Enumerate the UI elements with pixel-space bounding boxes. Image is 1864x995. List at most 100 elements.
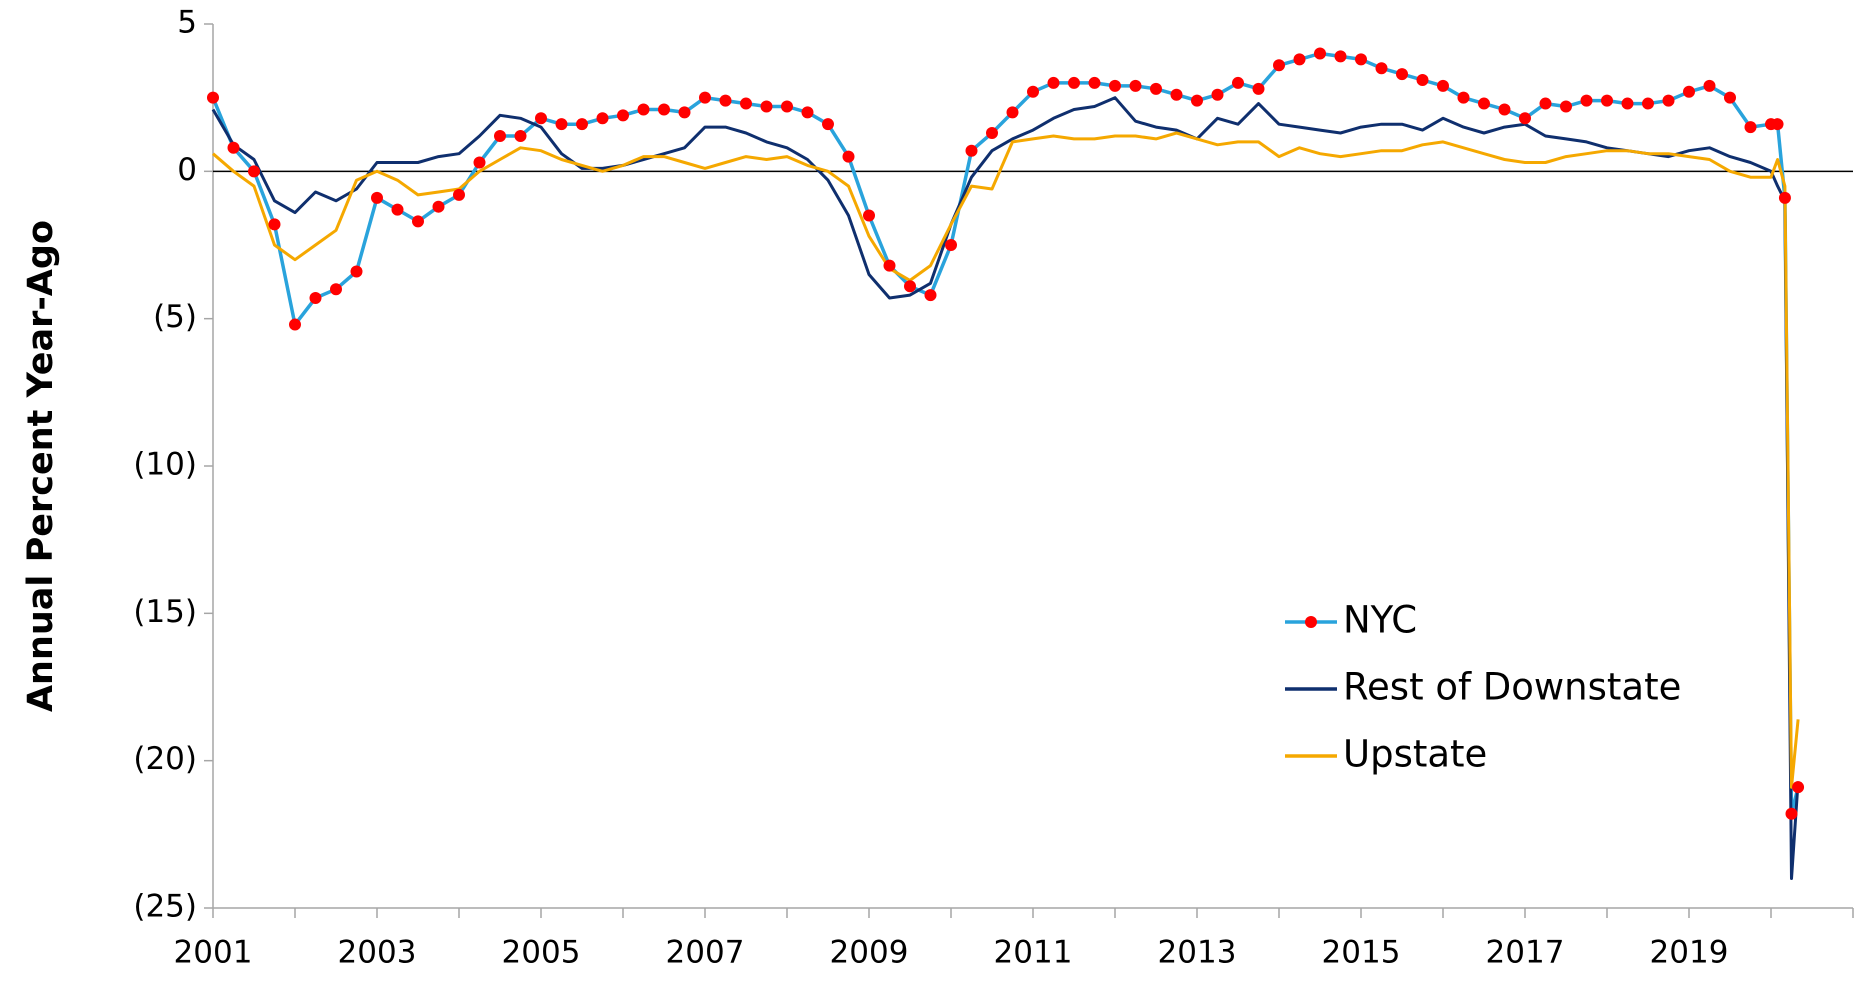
data-point [637,103,650,116]
data-point [596,112,609,125]
data-point [248,165,260,178]
data-point [330,283,342,296]
data-point [453,188,465,201]
data-point [1252,82,1265,95]
data-point [1150,82,1162,95]
data-point [1457,91,1470,104]
data-point [555,118,568,131]
data-point [1703,79,1716,92]
data-point [1785,807,1798,820]
data-point [842,150,855,163]
data-point [1170,88,1183,101]
data-point [1355,53,1367,66]
x-tick-label: 2005 [502,935,581,971]
y-tick-label: (15) [133,594,197,630]
data-point [1273,59,1285,72]
x-tick-label: 2013 [1158,935,1237,971]
x-tick-label: 2009 [830,935,909,971]
data-point [904,280,916,293]
data-point [699,91,711,104]
data-point [1211,88,1224,101]
data-point [1778,191,1791,204]
data-point [1621,97,1634,110]
data-point [678,106,691,119]
data-point [1642,97,1654,110]
data-point [494,129,506,142]
data-point [1560,100,1572,113]
data-point [1314,47,1326,60]
x-tick-label: 2007 [666,935,745,971]
data-point [1437,79,1449,92]
data-point [1498,103,1511,116]
data-point [617,109,629,122]
data-point [658,103,670,116]
x-tick-label: 2017 [1486,935,1565,971]
y-tick-label: (10) [133,447,197,483]
y-tick-label: (25) [133,889,197,925]
data-point [535,112,547,125]
x-tick-label: 2019 [1650,935,1729,971]
data-point [883,259,896,272]
data-point [1744,121,1757,134]
data-point [1416,73,1429,86]
data-point [781,100,793,113]
data-point [1792,781,1805,794]
data-point [945,239,957,251]
data-point [371,191,383,204]
data-point [432,200,445,213]
data-point [576,118,588,131]
data-point [289,318,301,331]
data-point [1232,76,1244,89]
data-point [1724,91,1736,104]
data-point [1293,53,1306,66]
legend-label: Rest of Downstate [1343,666,1681,709]
data-point [1683,85,1695,98]
data-point [350,265,363,278]
y-tick-label: 0 [177,152,197,188]
data-point [801,106,814,119]
data-point [1478,97,1490,110]
data-point [473,156,486,169]
legend-label: Upstate [1343,733,1487,776]
data-point [740,97,752,110]
data-point [760,100,773,113]
data-point [1519,112,1531,125]
data-point [391,203,404,216]
data-point [1662,94,1675,107]
data-point [965,144,978,157]
legend-marker [1305,616,1317,628]
data-point [1109,79,1121,92]
data-point [207,91,219,104]
data-point [1027,85,1039,98]
data-point [1088,76,1101,89]
data-point [1047,76,1060,89]
y-axis-title: Annual Percent Year-Ago [21,220,61,712]
data-point [986,127,998,140]
data-point [1375,62,1388,75]
x-tick-label: 2003 [338,935,417,971]
y-tick-label: 5 [177,5,197,41]
data-point [924,289,937,302]
data-point [1539,97,1552,110]
series-line [211,96,1800,880]
data-point [1129,79,1142,92]
data-point [309,292,322,305]
data-point [227,141,240,154]
data-point [268,218,281,231]
y-tick-label: (20) [133,741,197,777]
data-point [1771,118,1784,131]
data-point [514,129,527,142]
x-tick-label: 2015 [1322,935,1401,971]
x-tick-label: 2001 [174,935,253,971]
data-point [1396,68,1408,81]
y-tick-label: (5) [153,299,197,335]
series-line [212,131,1800,789]
legend-label: NYC [1343,599,1417,642]
data-point [412,215,424,228]
x-tick-label: 2011 [994,935,1073,971]
data-point [863,209,875,222]
data-point [1068,76,1080,89]
data-point [1334,50,1347,63]
data-point [1006,106,1019,119]
